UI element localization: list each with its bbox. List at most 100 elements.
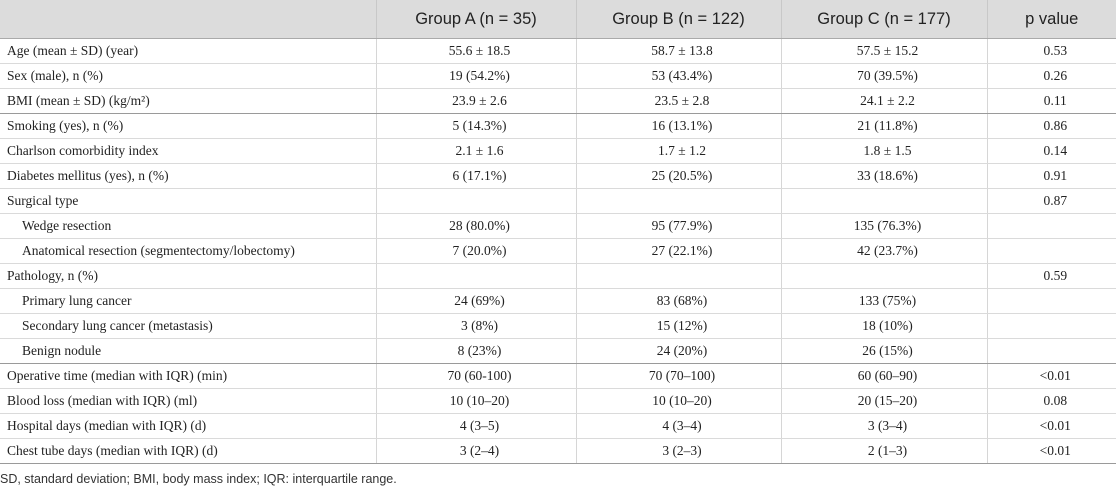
group-b-cell: 83 (68%)	[576, 288, 782, 314]
p-value-cell	[987, 338, 1116, 364]
group-a-cell: 19 (54.2%)	[376, 63, 577, 89]
header-group-b: Group B (n = 122)	[576, 0, 782, 39]
group-a-cell: 28 (80.0%)	[376, 213, 577, 239]
group-a-cell: 3 (8%)	[376, 313, 577, 339]
group-b-cell: 70 (70–100)	[576, 363, 782, 389]
p-value-cell: <0.01	[987, 438, 1116, 464]
group-a-cell: 70 (60-100)	[376, 363, 577, 389]
group-a-cell: 24 (69%)	[376, 288, 577, 314]
group-c-cell: 70 (39.5%)	[781, 63, 988, 89]
p-value-cell	[987, 213, 1116, 239]
group-b-cell	[576, 188, 782, 214]
p-value-cell: 0.86	[987, 113, 1116, 139]
p-value-cell: 0.87	[987, 188, 1116, 214]
header-group-a: Group A (n = 35)	[376, 0, 577, 39]
group-b-cell	[576, 263, 782, 289]
group-c-cell: 42 (23.7%)	[781, 238, 988, 264]
group-b-cell: 4 (3–4)	[576, 413, 782, 439]
p-value-cell: <0.01	[987, 363, 1116, 389]
group-a-cell: 7 (20.0%)	[376, 238, 577, 264]
p-value-cell: 0.59	[987, 263, 1116, 289]
group-b-cell: 27 (22.1%)	[576, 238, 782, 264]
row-label: Benign nodule	[0, 338, 377, 364]
group-c-cell: 135 (76.3%)	[781, 213, 988, 239]
row-label: Primary lung cancer	[0, 288, 377, 314]
group-c-cell: 3 (3–4)	[781, 413, 988, 439]
table-row: Hospital days (median with IQR) (d) 4 (3…	[0, 413, 1116, 439]
table-row: Benign nodule 8 (23%) 24 (20%) 26 (15%)	[0, 338, 1116, 364]
group-a-cell: 6 (17.1%)	[376, 163, 577, 189]
row-label: BMI (mean ± SD) (kg/m²)	[0, 88, 377, 114]
group-c-cell: 18 (10%)	[781, 313, 988, 339]
row-label: Wedge resection	[0, 213, 377, 239]
group-b-cell: 15 (12%)	[576, 313, 782, 339]
table-row: Blood loss (median with IQR) (ml) 10 (10…	[0, 388, 1116, 414]
group-a-cell: 10 (10–20)	[376, 388, 577, 414]
table-row: Smoking (yes), n (%) 5 (14.3%) 16 (13.1%…	[0, 113, 1116, 139]
table-row: Pathology, n (%) 0.59	[0, 263, 1116, 289]
table-row: Charlson comorbidity index 2.1 ± 1.6 1.7…	[0, 138, 1116, 164]
table-row: Age (mean ± SD) (year) 55.6 ± 18.5 58.7 …	[0, 38, 1116, 64]
header-row: Group A (n = 35) Group B (n = 122) Group…	[0, 0, 1116, 39]
group-a-cell: 2.1 ± 1.6	[376, 138, 577, 164]
group-b-cell: 1.7 ± 1.2	[576, 138, 782, 164]
group-b-cell: 23.5 ± 2.8	[576, 88, 782, 114]
group-a-cell: 23.9 ± 2.6	[376, 88, 577, 114]
group-c-cell: 26 (15%)	[781, 338, 988, 364]
group-b-cell: 95 (77.9%)	[576, 213, 782, 239]
row-label: Sex (male), n (%)	[0, 63, 377, 89]
group-a-cell: 4 (3–5)	[376, 413, 577, 439]
group-b-cell: 16 (13.1%)	[576, 113, 782, 139]
group-c-cell: 57.5 ± 15.2	[781, 38, 988, 64]
row-label: Hospital days (median with IQR) (d)	[0, 413, 377, 439]
row-label: Secondary lung cancer (metastasis)	[0, 313, 377, 339]
group-c-cell: 21 (11.8%)	[781, 113, 988, 139]
table-row: Chest tube days (median with IQR) (d) 3 …	[0, 438, 1116, 464]
group-c-cell: 60 (60–90)	[781, 363, 988, 389]
p-value-cell	[987, 238, 1116, 264]
group-c-cell: 2 (1–3)	[781, 438, 988, 464]
header-p-value: p value	[987, 0, 1116, 39]
table-row: Secondary lung cancer (metastasis) 3 (8%…	[0, 313, 1116, 339]
p-value-cell: 0.53	[987, 38, 1116, 64]
group-b-cell: 3 (2–3)	[576, 438, 782, 464]
group-c-cell: 33 (18.6%)	[781, 163, 988, 189]
group-a-cell: 5 (14.3%)	[376, 113, 577, 139]
row-label: Smoking (yes), n (%)	[0, 113, 377, 139]
row-label: Charlson comorbidity index	[0, 138, 377, 164]
group-b-cell: 53 (43.4%)	[576, 63, 782, 89]
group-c-cell	[781, 263, 988, 289]
row-label: Blood loss (median with IQR) (ml)	[0, 388, 377, 414]
p-value-cell	[987, 313, 1116, 339]
p-value-cell: 0.91	[987, 163, 1116, 189]
p-value-cell: 0.26	[987, 63, 1116, 89]
row-label: Operative time (median with IQR) (min)	[0, 363, 377, 389]
header-label-cell	[0, 0, 377, 39]
group-c-cell	[781, 188, 988, 214]
p-value-cell: 0.11	[987, 88, 1116, 114]
group-b-cell: 25 (20.5%)	[576, 163, 782, 189]
p-value-cell: 0.14	[987, 138, 1116, 164]
table-footnote: SD, standard deviation; BMI, body mass i…	[0, 472, 397, 486]
group-c-cell: 133 (75%)	[781, 288, 988, 314]
group-b-cell: 10 (10–20)	[576, 388, 782, 414]
row-label: Pathology, n (%)	[0, 263, 377, 289]
group-b-cell: 24 (20%)	[576, 338, 782, 364]
characteristics-table: Group A (n = 35) Group B (n = 122) Group…	[0, 0, 1116, 464]
group-a-cell: 3 (2–4)	[376, 438, 577, 464]
group-c-cell: 24.1 ± 2.2	[781, 88, 988, 114]
header-group-c: Group C (n = 177)	[781, 0, 988, 39]
group-b-cell: 58.7 ± 13.8	[576, 38, 782, 64]
p-value-cell	[987, 288, 1116, 314]
table-row: Anatomical resection (segmentectomy/lobe…	[0, 238, 1116, 264]
group-a-cell: 55.6 ± 18.5	[376, 38, 577, 64]
table-row: Wedge resection 28 (80.0%) 95 (77.9%) 13…	[0, 213, 1116, 239]
group-a-cell: 8 (23%)	[376, 338, 577, 364]
table-row: BMI (mean ± SD) (kg/m²) 23.9 ± 2.6 23.5 …	[0, 88, 1116, 114]
row-label: Anatomical resection (segmentectomy/lobe…	[0, 238, 377, 264]
group-c-cell: 20 (15–20)	[781, 388, 988, 414]
group-c-cell: 1.8 ± 1.5	[781, 138, 988, 164]
table-row: Sex (male), n (%) 19 (54.2%) 53 (43.4%) …	[0, 63, 1116, 89]
table-row: Primary lung cancer 24 (69%) 83 (68%) 13…	[0, 288, 1116, 314]
group-a-cell	[376, 188, 577, 214]
